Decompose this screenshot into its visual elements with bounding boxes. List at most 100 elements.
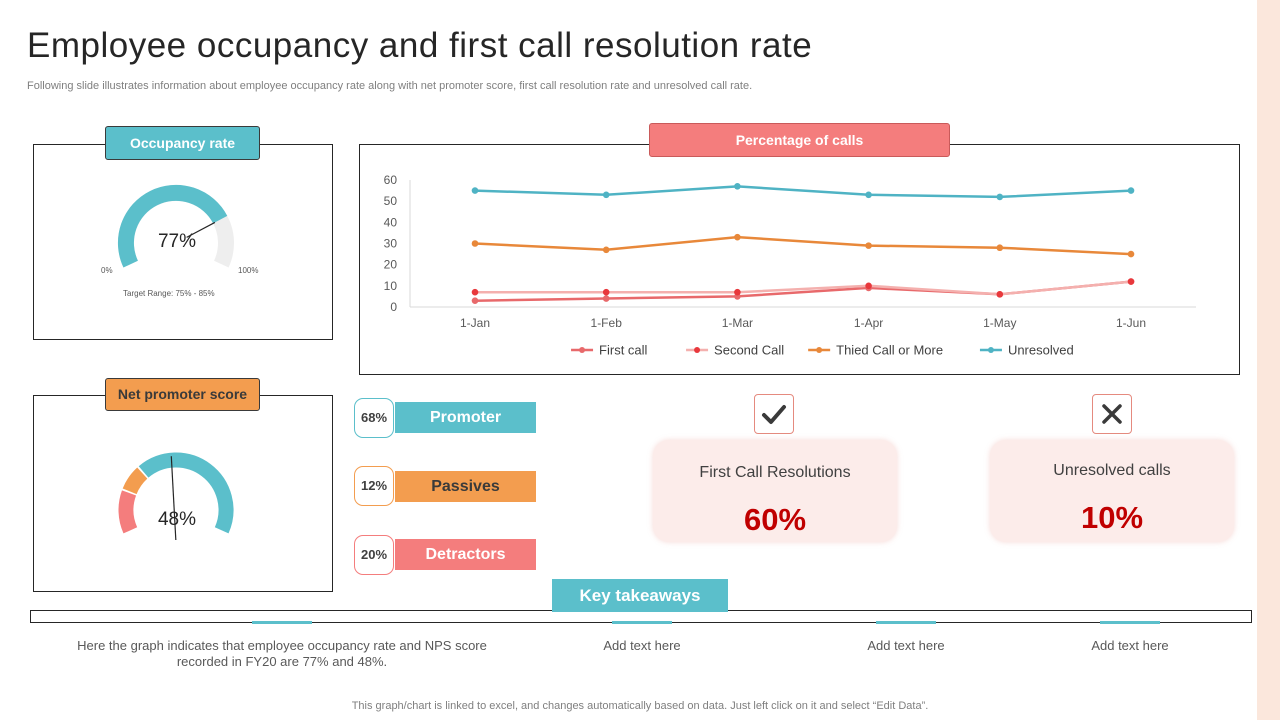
detractors-bar: Detractors	[395, 539, 536, 570]
y-tick-label: 60	[384, 173, 398, 187]
data-point	[602, 295, 610, 302]
data-point	[471, 288, 479, 296]
chart-tag: Percentage of calls	[649, 123, 950, 157]
passives-bar: Passives	[395, 471, 536, 502]
first-call-resolution-value: 60%	[743, 502, 807, 537]
nps-value: 48%	[157, 509, 197, 530]
close-icon	[1102, 404, 1122, 424]
occupancy-gauge	[117, 184, 234, 268]
y-tick-label: 30	[384, 237, 398, 251]
y-tick-label: 40	[384, 215, 398, 229]
unresolved-calls-value: 10%	[1080, 500, 1144, 535]
occupancy-gauge-needle	[186, 221, 216, 238]
nps-panel	[33, 395, 333, 592]
detractors-percent-badge: 20%	[354, 535, 394, 575]
series-line	[475, 280, 1132, 296]
data-point	[996, 193, 1004, 201]
close-icon-box	[1092, 394, 1132, 434]
key-takeaways-title: Key takeaways	[552, 579, 728, 612]
first-call-resolution-card: First Call Resolutions 60%	[653, 440, 897, 542]
occupancy-tag: Occupancy rate	[105, 126, 260, 160]
first-call-resolution-label: First Call Resolutions	[699, 464, 851, 481]
takeaway-marker-3	[876, 621, 936, 624]
x-tick-label: 1-Mar	[722, 316, 753, 330]
data-point	[1127, 278, 1135, 285]
data-point	[602, 288, 610, 296]
legend-item: First call	[571, 343, 648, 358]
data-point	[471, 297, 479, 304]
data-point	[602, 191, 610, 199]
legend-label: Thied Call or More	[836, 343, 943, 358]
data-point	[734, 288, 741, 296]
data-point	[865, 282, 872, 290]
occupancy-target-range: Target Range: 75% - 85%	[123, 289, 215, 298]
nps-tag: Net promoter score	[105, 378, 260, 411]
takeaway-marker-2	[612, 621, 672, 624]
page-title: Employee occupancy and first call resolu…	[27, 26, 813, 65]
occupancy-value: 77%	[157, 231, 197, 252]
promoter-bar: Promoter	[395, 402, 536, 433]
y-tick-label: 10	[384, 279, 398, 293]
legend-label: Second Call	[714, 343, 784, 358]
takeaway-text-2: Add text here	[603, 638, 681, 653]
legend-swatch-marker	[579, 347, 586, 353]
data-point	[734, 183, 741, 190]
legend-swatch-marker	[987, 347, 994, 353]
series-line	[474, 235, 1132, 256]
page-subtitle: Following slide illustrates information …	[27, 80, 753, 92]
x-tick-label: 1-Jun	[1116, 316, 1146, 330]
check-icon-box	[754, 394, 794, 434]
legend-swatch-marker	[694, 347, 701, 353]
unresolved-calls-card: Unresolved calls 10%	[990, 440, 1234, 542]
data-point	[734, 233, 741, 241]
data-point	[1127, 250, 1135, 258]
occupancy-gauge-fill	[117, 184, 228, 268]
data-point	[865, 191, 872, 199]
nps-gauge-promoters-segment	[138, 452, 234, 534]
nps-gauge	[118, 452, 234, 541]
takeaway-marker-4	[1100, 621, 1160, 624]
data-point	[865, 242, 872, 249]
series-thied-call-or-more	[471, 233, 1135, 258]
footer-note: This graph/chart is linked to excel, and…	[351, 700, 929, 712]
nps-gauge-passives-segment	[122, 467, 148, 495]
takeaway-text-4: Add text here	[1091, 638, 1169, 653]
y-tick-label: 20	[384, 258, 398, 272]
passives-percent-badge: 12%	[354, 466, 394, 506]
data-point	[602, 246, 610, 254]
x-tick-label: 1-May	[983, 316, 1016, 330]
occupancy-max-label: 100%	[238, 266, 259, 275]
decorative-side-strip	[1257, 0, 1280, 720]
occupancy-panel	[33, 144, 333, 340]
takeaway-text-1: Here the graph indicates that employee o…	[77, 638, 487, 669]
takeaway-marker-1	[252, 621, 312, 624]
promoter-percent-badge: 68%	[354, 398, 394, 438]
data-point	[471, 240, 479, 247]
takeaway-text-3: Add text here	[867, 638, 945, 653]
occupancy-min-label: 0%	[101, 266, 113, 275]
series-unresolved	[471, 183, 1135, 201]
unresolved-calls-label: Unresolved calls	[1053, 462, 1171, 479]
data-point	[996, 244, 1004, 252]
data-point	[996, 291, 1004, 298]
chart-legend: First call Second Call Thied Call or More U…	[571, 343, 1074, 358]
series-second-call	[471, 278, 1135, 298]
legend-item: Unresolved	[979, 343, 1074, 358]
y-tick-label: 50	[384, 194, 398, 208]
legend-item: Second Call	[686, 343, 784, 358]
data-point	[471, 187, 479, 194]
x-tick-label: 1-Feb	[591, 316, 623, 330]
chart-series	[471, 183, 1135, 304]
x-tick-label: 1-Jan	[460, 316, 490, 330]
legend-label: First call	[599, 343, 648, 358]
legend-item: Thied Call or More	[808, 343, 943, 358]
nps-gauge-needle	[170, 456, 177, 541]
legend-swatch-marker	[816, 347, 823, 353]
chart-panel	[359, 144, 1240, 375]
x-tick-label: 1-Apr	[854, 316, 883, 330]
nps-gauge-detractors-segment	[118, 490, 138, 534]
y-tick-label: 0	[390, 300, 397, 314]
check-icon	[762, 405, 786, 424]
chart-axes: 0 10 20 30 40 50 60 1-Jan 1-Feb 1-Mar 1-Apr 1-May 1-…	[384, 173, 1196, 330]
series-line	[474, 185, 1132, 199]
